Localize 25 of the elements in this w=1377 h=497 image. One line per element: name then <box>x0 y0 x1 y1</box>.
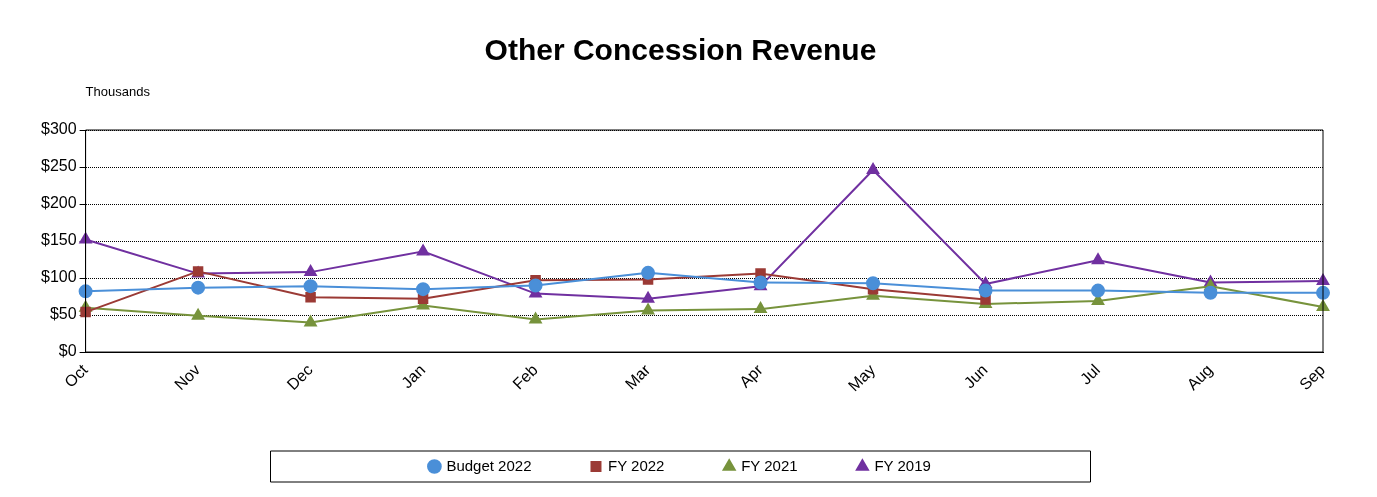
y-axis-title: Thousands <box>85 83 151 99</box>
x-tick-label: Sep <box>1296 360 1329 394</box>
x-tick-label: Mar <box>621 360 654 393</box>
legend-label: FY 2019 <box>874 456 931 474</box>
x-tick-label: May <box>844 361 879 395</box>
x-tick-label: Jul <box>1076 361 1104 388</box>
x-tick-label: Aug <box>1183 361 1216 394</box>
y-tick-label: $0 <box>58 342 77 360</box>
y-tick-label: $100 <box>41 268 77 286</box>
legend-label: Budget 2022 <box>446 456 532 474</box>
x-tick-label: Oct <box>61 360 92 391</box>
y-tick-label: $150 <box>41 231 77 249</box>
x-tick-label: Apr <box>736 360 767 391</box>
x-tick-label: Dec <box>283 361 316 394</box>
x-tick-label: Jun <box>960 361 991 392</box>
y-tick-label: $300 <box>41 120 77 138</box>
legend-label: FY 2022 <box>607 456 665 474</box>
y-tick-label: $200 <box>41 194 77 212</box>
x-tick-label: Jan <box>398 361 429 392</box>
chart-title: Other Concession Revenue <box>484 33 877 67</box>
x-tick-label: Feb <box>509 360 541 393</box>
legend-label: FY 2021 <box>741 456 798 474</box>
y-tick-label: $250 <box>41 157 77 175</box>
x-tick-label: Nov <box>171 361 204 394</box>
y-tick-label: $50 <box>49 305 77 323</box>
